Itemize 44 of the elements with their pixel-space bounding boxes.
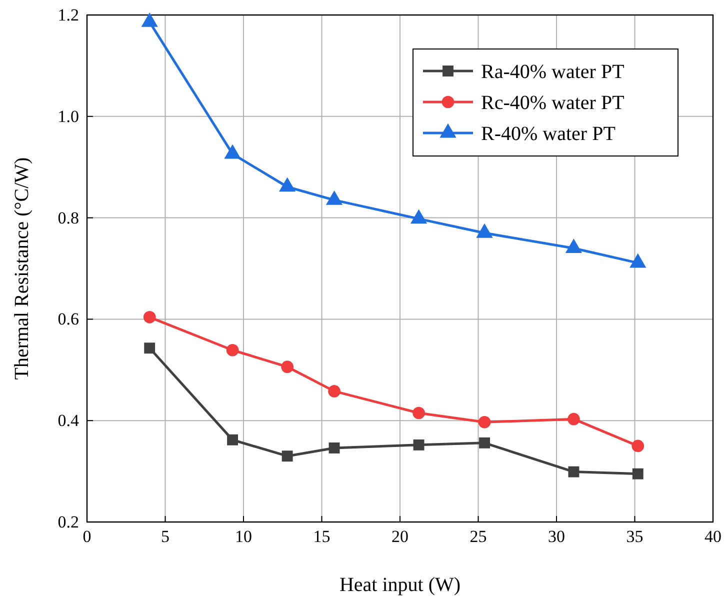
point [568,466,580,478]
x-tick-label: 5 [161,527,170,546]
point [281,360,294,374]
point [568,412,580,426]
point [143,311,156,324]
y-tick-label: 0.4 [58,411,80,430]
point [632,468,644,480]
point [412,406,425,420]
x-tick-label: 15 [313,527,330,546]
point [224,144,241,159]
point [144,342,156,354]
point [478,416,491,428]
point [227,434,238,446]
y-axis-title: Thermal Resistance (°C/W) [11,157,33,380]
legend-label: R-40% water PT [481,123,616,145]
y-tick-label: 0.8 [58,208,79,228]
point [410,209,428,224]
x-tick-label: 25 [470,527,487,546]
x-tick-label: 10 [235,527,252,546]
point [565,238,582,254]
y-tick-label: 0.2 [58,512,79,532]
x-tick-label: 30 [548,527,565,546]
x-tick-label: 35 [626,527,644,546]
point [328,442,340,454]
point [278,177,296,192]
point [630,253,646,268]
point [632,440,644,452]
x-axis-title: Heat input (W) [339,574,461,596]
legend-label: Rc-40% water PT [481,92,624,114]
point [141,12,158,27]
y-tick-label: 0.6 [58,310,79,329]
x-tick-label: 0 [82,527,92,546]
point [479,437,490,448]
x-tick-label: 40 [704,527,722,546]
y-tick-label: 1.0 [58,106,79,126]
point [476,223,493,238]
point [282,450,293,462]
x-tick-label: 20 [392,527,408,546]
legend-label: Ra-40% water PT [481,61,624,83]
point [226,344,239,356]
y-tick-label: 1.2 [58,5,79,24]
point [328,385,340,398]
point [326,190,343,205]
point [413,439,424,450]
